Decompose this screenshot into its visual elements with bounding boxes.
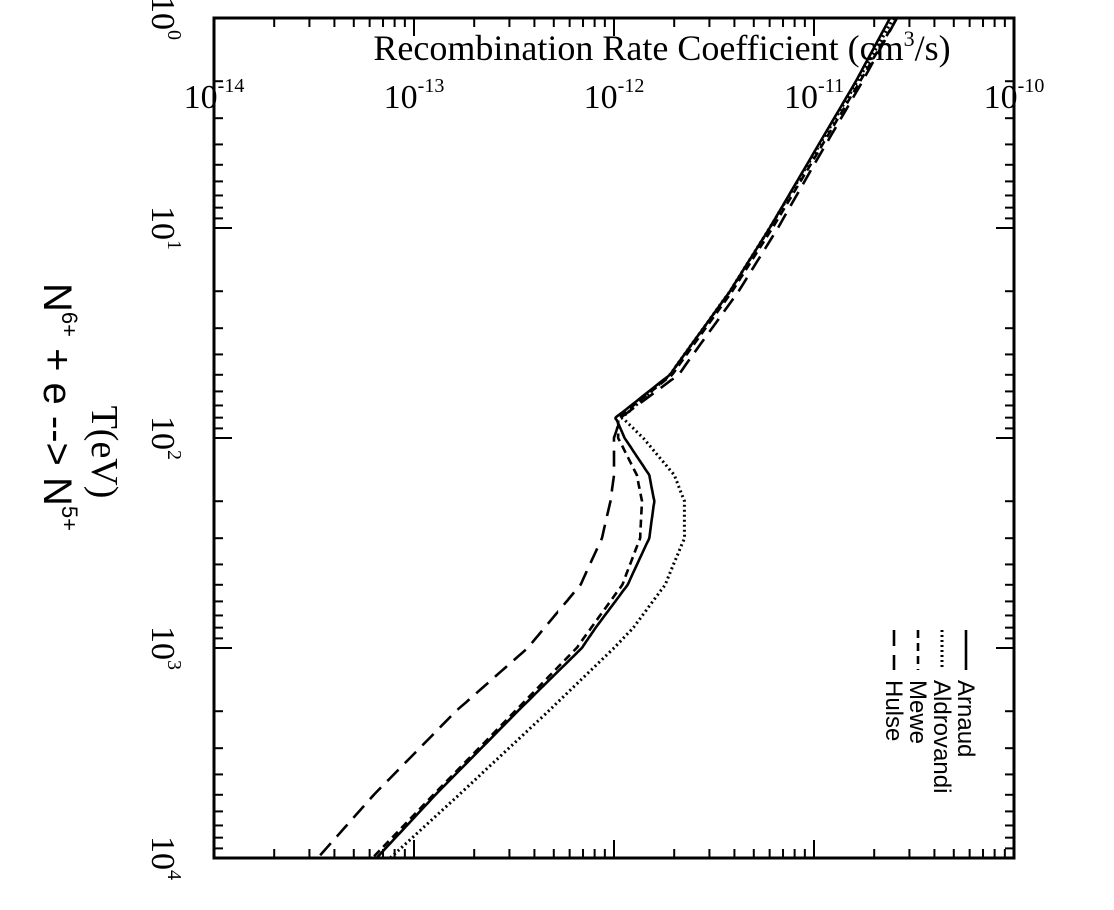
legend-label-aldrovandi: Aldrovandi <box>928 680 955 793</box>
series-line-aldrovandi <box>389 17 895 860</box>
x-axis-label: T(eV) <box>83 406 125 499</box>
series-line-hulse <box>316 17 899 859</box>
x-tick-label: 100 <box>144 0 185 40</box>
ticks <box>213 17 1015 859</box>
y-tick-label: 10-13 <box>384 75 445 116</box>
x-tick-label: 104 <box>144 836 185 880</box>
legend-label-mewe: Mewe <box>904 680 931 744</box>
series-lines <box>316 17 899 860</box>
y-tick-label: 10-11 <box>784 75 844 116</box>
chart-title: N6+ + e --> N5+ <box>35 283 82 531</box>
y-tick-label: 10-14 <box>184 75 245 116</box>
series-line-arnaud <box>375 17 892 859</box>
x-tick-label: 103 <box>144 626 185 670</box>
series-line-mewe <box>371 17 899 859</box>
tick-labels: 100 101 102 103 104 10-10 10-11 10-12 10-13 10-14 <box>144 0 1044 880</box>
y-axis-label: Recombination Rate Coefficient (cm3/s) <box>373 26 950 68</box>
y-tick-label: 10-12 <box>584 75 645 116</box>
legend-label-hulse: Hulse <box>880 680 907 741</box>
x-tick-label: 101 <box>144 206 185 250</box>
rotated-plot: N6+ + e --> N5+ Recombination Rate Coeff… <box>35 0 1044 880</box>
y-tick-label: 10-10 <box>984 75 1045 116</box>
x-tick-label: 102 <box>144 416 185 460</box>
legend-label-arnaud: Arnaud <box>952 680 979 757</box>
